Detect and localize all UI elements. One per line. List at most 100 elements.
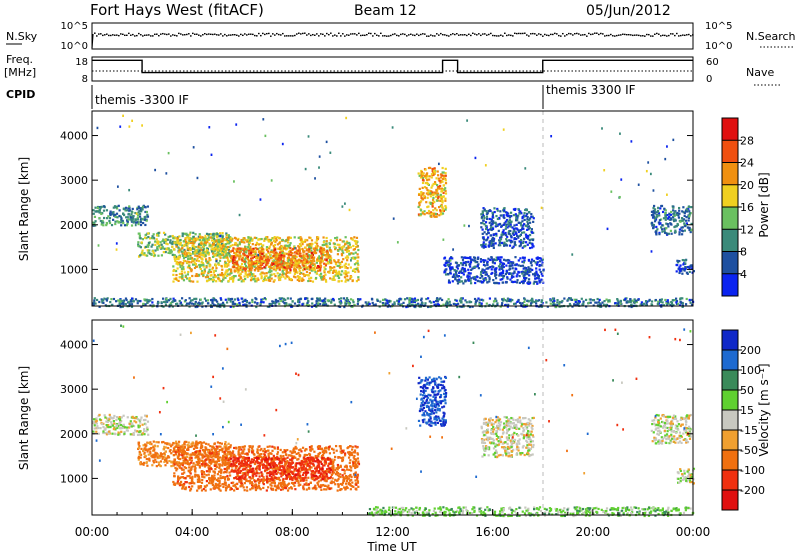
range-cell: [523, 231, 526, 234]
nave-label: Nave: [746, 66, 774, 79]
range-cell: [232, 300, 235, 303]
range-cell: [218, 246, 221, 249]
range-cell: [320, 248, 323, 251]
range-cell: [482, 260, 486, 264]
range-cell: [182, 256, 186, 260]
range-cell: [329, 259, 333, 262]
range-cell: [227, 263, 230, 266]
colorbar-tick-label: 12: [740, 223, 754, 236]
range-cell: [488, 209, 491, 212]
range-cell: [290, 260, 293, 263]
range-cell: [164, 247, 167, 250]
noise-sample: [676, 32, 678, 35]
range-cell: [193, 266, 197, 270]
range-cell: [494, 270, 497, 273]
range-cell: [451, 267, 454, 270]
noise-sample: [502, 35, 504, 37]
range-cell: [323, 277, 326, 280]
range-cell: [249, 271, 253, 274]
range-cell: [136, 221, 139, 224]
range-cell: [511, 280, 515, 284]
range-cell: [270, 250, 273, 254]
range-cell: [368, 302, 371, 306]
scatter-cell: [116, 185, 119, 188]
range-cell: [298, 301, 301, 304]
range-cell: [250, 250, 253, 253]
range-cell: [421, 212, 424, 215]
range-cell: [112, 297, 116, 301]
range-cell: [521, 215, 524, 219]
range-cell: [142, 253, 145, 256]
range-cell: [499, 263, 502, 266]
noise-sample: [320, 33, 322, 35]
range-cell: [511, 226, 514, 229]
noise-sample: [524, 32, 526, 34]
range-cell: [228, 250, 231, 253]
range-cell: [112, 211, 115, 214]
range-cell: [333, 278, 336, 281]
range-cell: [504, 259, 507, 262]
range-cell: [175, 255, 178, 258]
range-cell: [489, 234, 492, 237]
range-cell: [494, 259, 497, 262]
range-cell: [346, 267, 349, 270]
range-cell: [344, 280, 347, 283]
range-cell: [321, 246, 324, 250]
range-cell: [506, 277, 509, 280]
range-cell: [474, 259, 477, 262]
range-cell: [529, 246, 532, 250]
range-cell: [512, 227, 515, 230]
range-cell: [212, 238, 215, 241]
range-cell: [321, 300, 324, 303]
noise-sample: [482, 33, 484, 35]
range-cell: [309, 264, 312, 267]
range-cell: [139, 221, 142, 224]
range-cell: [126, 221, 129, 224]
range-cell: [132, 221, 135, 224]
range-cell: [356, 245, 359, 248]
range-cell: [187, 237, 191, 241]
range-cell: [218, 303, 222, 307]
noise-sample: [506, 34, 508, 37]
range-cell: [176, 302, 179, 305]
scatter-cell: [134, 223, 137, 227]
range-cell: [334, 236, 337, 240]
range-cell: [684, 259, 687, 262]
range-cell: [531, 273, 535, 276]
range-cell: [294, 262, 297, 265]
range-cell: [125, 429, 128, 432]
range-cell: [94, 210, 97, 213]
range-cell: [179, 265, 182, 269]
range-cell: [402, 301, 405, 304]
range-cell: [439, 176, 443, 179]
range-cell: [657, 206, 660, 209]
range-cell: [157, 245, 161, 248]
range-cell: [443, 271, 446, 274]
range-cell: [174, 299, 177, 302]
range-cell: [288, 236, 291, 239]
noise-sample: [194, 33, 196, 35]
range-cell: [323, 248, 326, 252]
range-cell: [175, 245, 178, 248]
range-cell: [285, 271, 288, 275]
range-cell: [287, 238, 290, 241]
range-cell: [250, 264, 253, 267]
range-cell: [296, 271, 299, 274]
range-cell: [221, 268, 224, 271]
noise-sample: [268, 32, 270, 35]
range-cell: [127, 301, 130, 304]
range-cell: [190, 302, 194, 305]
range-cell: [519, 228, 522, 232]
noise-sample: [294, 34, 296, 37]
station-title: Fort Hays West (fitACF): [90, 1, 264, 19]
range-cell: [253, 236, 256, 239]
range-cell: [364, 301, 367, 304]
range-cell: [264, 260, 267, 264]
range-cell: [106, 417, 110, 420]
range-cell: [180, 267, 184, 271]
range-cell: [536, 261, 539, 264]
range-cell: [484, 264, 487, 267]
range-cell: [538, 260, 541, 263]
range-cell: [480, 280, 484, 284]
range-cell: [216, 245, 220, 248]
